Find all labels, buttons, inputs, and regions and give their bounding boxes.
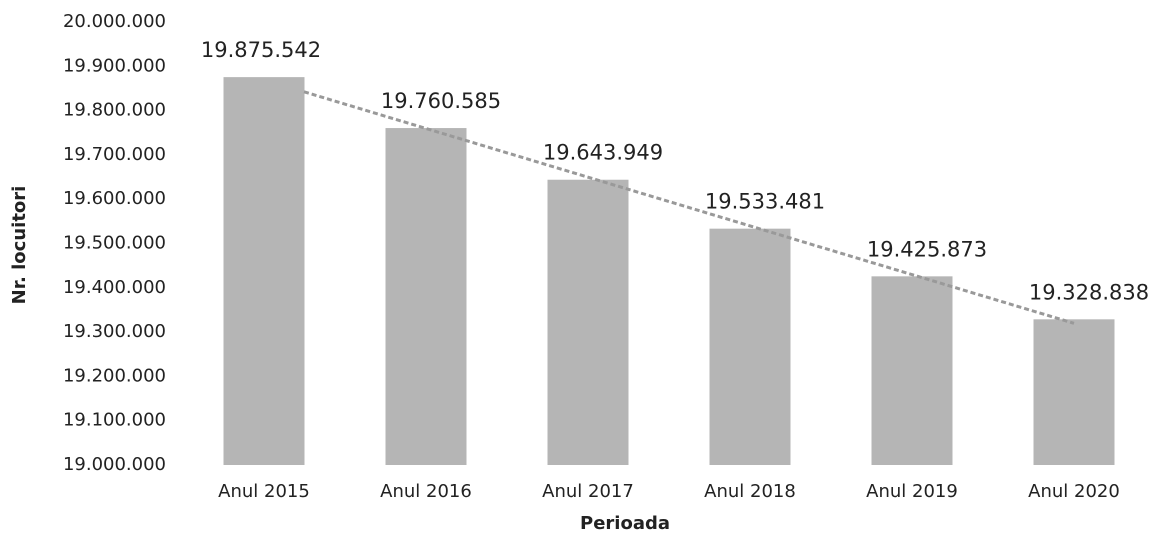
bar bbox=[385, 128, 467, 465]
bar bbox=[871, 276, 953, 465]
y-tick-label: 19.400.000 bbox=[63, 277, 166, 298]
value-label: 19.425.873 bbox=[867, 237, 987, 261]
y-tick-label: 19.800.000 bbox=[63, 100, 166, 121]
y-tick-label: 19.000.000 bbox=[63, 454, 166, 475]
bar bbox=[709, 228, 791, 465]
y-axis-title: Nr. locuitori bbox=[9, 186, 30, 305]
y-tick-label: 20.000.000 bbox=[63, 11, 166, 32]
value-label: 19.760.585 bbox=[381, 89, 501, 113]
trend-line bbox=[303, 90, 1075, 325]
x-tick-label: Anul 2020 bbox=[1028, 481, 1120, 502]
y-tick-label: 19.500.000 bbox=[63, 233, 166, 254]
x-tick-label: Anul 2016 bbox=[380, 481, 472, 502]
x-tick-label: Anul 2018 bbox=[704, 481, 796, 502]
x-axis-title: Perioada bbox=[580, 513, 670, 534]
bar bbox=[223, 77, 305, 466]
value-label: 19.875.542 bbox=[201, 38, 321, 62]
y-tick-label: 19.900.000 bbox=[63, 55, 166, 76]
y-tick-label: 19.700.000 bbox=[63, 144, 166, 165]
bar bbox=[547, 179, 629, 465]
y-tick-label: 19.200.000 bbox=[63, 365, 166, 386]
x-tick-label: Anul 2019 bbox=[866, 481, 958, 502]
y-tick-label: 19.100.000 bbox=[63, 410, 166, 431]
value-label: 19.643.949 bbox=[543, 141, 663, 165]
x-tick-label: Anul 2015 bbox=[218, 481, 310, 502]
y-tick-label: 19.600.000 bbox=[63, 188, 166, 209]
x-tick-label: Anul 2017 bbox=[542, 481, 634, 502]
value-label: 19.328.838 bbox=[1029, 280, 1149, 304]
y-tick-label: 19.300.000 bbox=[63, 321, 166, 342]
value-label: 19.533.481 bbox=[705, 190, 825, 214]
bar bbox=[1033, 319, 1115, 465]
